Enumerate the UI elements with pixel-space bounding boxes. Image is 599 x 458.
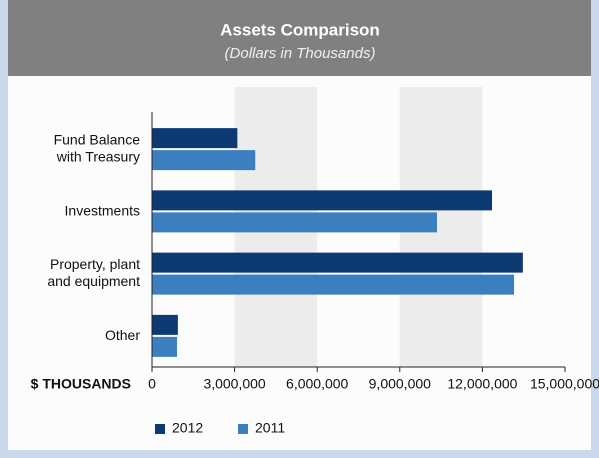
y-tick-label-line: Investments — [65, 202, 140, 218]
y-tick-label-line: Fund Balance — [54, 131, 141, 147]
header — [8, 0, 591, 76]
y-tick-label-line: Other — [105, 327, 140, 343]
x-tick-label: 3,000,000 — [203, 376, 265, 392]
x-tick-label: 6,000,000 — [286, 376, 348, 392]
bar — [152, 190, 493, 211]
bar — [152, 336, 178, 357]
y-tick-label: Property, plant and equipment — [47, 256, 140, 289]
bar — [152, 150, 256, 171]
y-tick-label: Fund Balance with Treasury — [54, 131, 141, 164]
x-axis-label: $ THOUSANDS — [31, 376, 131, 392]
bar — [152, 274, 515, 295]
chart-title: Assets Comparison — [220, 20, 380, 39]
legend-label: 2012 — [172, 420, 203, 436]
bar — [152, 252, 523, 273]
legend-swatch — [155, 424, 165, 434]
bar — [152, 314, 178, 335]
y-tick-label-line: with Treasury — [56, 148, 140, 164]
legend-swatch — [238, 424, 248, 434]
x-tick-label: 0 — [148, 376, 156, 392]
x-tick-label: 9,000,000 — [369, 376, 431, 392]
chart-subtitle: (Dollars in Thousands) — [225, 45, 376, 62]
bar — [152, 128, 238, 149]
bar — [152, 212, 437, 233]
y-tick-label: Other — [105, 327, 140, 343]
y-tick-label: Investments — [65, 202, 140, 218]
y-tick-label-line: Property, plant — [50, 256, 140, 272]
y-tick-label-line: and equipment — [47, 273, 140, 289]
x-tick-label: 15,000,000 — [530, 376, 599, 392]
legend-label: 2011 — [255, 420, 285, 436]
x-tick-label: 12,000,000 — [447, 376, 517, 392]
